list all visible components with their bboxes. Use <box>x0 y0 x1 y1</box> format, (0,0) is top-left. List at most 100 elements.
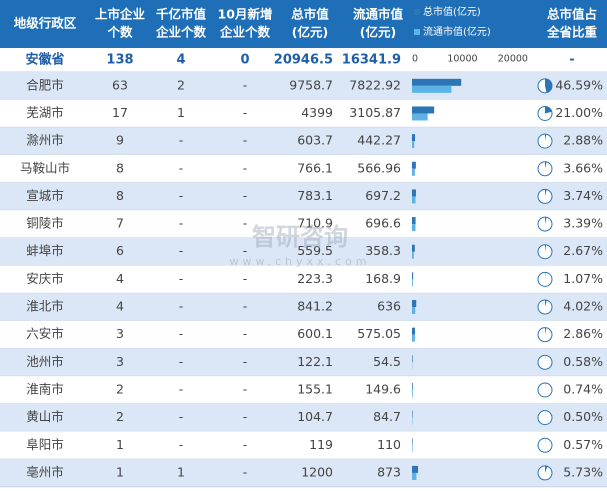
float-bar <box>412 472 417 480</box>
share-pie <box>545 161 547 169</box>
row-bg <box>0 431 607 460</box>
header-cell: 企业个数 <box>155 25 207 40</box>
new-cell: - <box>243 271 248 286</box>
total-cell: 122.1 <box>297 354 333 369</box>
trillion-cell: - <box>179 133 184 148</box>
total-bar <box>412 134 416 142</box>
share-pie <box>545 106 552 114</box>
header-cell: 上市企业 <box>95 7 146 22</box>
listed-cell: 2 <box>116 381 124 396</box>
legend-swatch <box>414 29 420 35</box>
float-cell: 696.6 <box>365 216 401 231</box>
row-bg <box>0 99 607 128</box>
share-pie <box>545 465 548 473</box>
total-cell: 119 <box>309 437 333 452</box>
new-cell: - <box>243 437 248 452</box>
share-cell: 3.66% <box>563 160 603 175</box>
listed-cell: 3 <box>116 354 124 369</box>
trillion-cell: 1 <box>177 464 185 479</box>
float-cell: 54.5 <box>373 354 401 369</box>
total-cell: 20946.5 <box>274 53 333 68</box>
header-cell: 流通市值 <box>353 7 404 22</box>
row-bg <box>0 48 607 72</box>
float-cell: 7822.92 <box>349 77 401 92</box>
new-cell: - <box>243 216 248 231</box>
float-cell: 110 <box>377 437 401 452</box>
region-cell: 安徽省 <box>25 52 64 68</box>
share-cell: 0.50% <box>563 409 603 424</box>
float-cell: 358.3 <box>365 243 401 258</box>
new-cell: - <box>243 243 248 258</box>
new-cell: - <box>243 381 248 396</box>
trillion-cell: 2 <box>177 77 185 92</box>
row-bg <box>0 293 607 321</box>
total-cell: 4399 <box>301 105 333 120</box>
float-bar <box>412 85 452 93</box>
axis-tick-label: 20000 <box>498 54 528 65</box>
share-cell: 2.67% <box>563 243 603 258</box>
header-cell: 总市值 <box>291 7 329 22</box>
total-cell: 1200 <box>301 464 333 479</box>
new-cell: - <box>243 105 248 120</box>
header-cell: 10月新增 <box>218 7 273 22</box>
trillion-cell: 1 <box>177 105 185 120</box>
share-pie <box>545 134 547 142</box>
total-cell: 104.7 <box>297 409 333 424</box>
total-bar <box>412 382 413 390</box>
total-cell: 710.9 <box>297 216 333 231</box>
listed-cell: 17 <box>112 105 128 120</box>
share-cell: 0.57% <box>563 437 603 452</box>
listed-cell: 8 <box>116 188 124 203</box>
new-cell: - <box>243 77 248 92</box>
trillion-cell: 4 <box>176 53 185 68</box>
region-cell: 池州市 <box>26 354 64 369</box>
total-bar <box>412 78 462 86</box>
trillion-cell: - <box>179 437 184 452</box>
new-cell: - <box>243 354 248 369</box>
total-cell: 155.1 <box>297 381 333 396</box>
trillion-cell: - <box>179 271 184 286</box>
header-cell: 千亿市值 <box>156 7 207 22</box>
region-cell: 马鞍山市 <box>20 160 70 175</box>
trillion-cell: - <box>179 216 184 231</box>
float-bar <box>412 196 416 204</box>
total-bar <box>412 438 413 446</box>
header-cell: 总市值占 <box>547 7 597 22</box>
region-cell: 亳州市 <box>26 464 64 479</box>
header-cell: (亿元) <box>360 25 396 40</box>
new-cell: 0 <box>240 53 249 68</box>
share-cell: 4.02% <box>563 299 603 314</box>
row-bg <box>0 182 607 211</box>
listed-cell: 8 <box>116 160 124 175</box>
total-bar <box>412 244 415 252</box>
float-cell: 3105.87 <box>349 105 401 120</box>
total-cell: 559.5 <box>297 243 333 258</box>
float-bar <box>412 307 416 315</box>
new-cell: - <box>243 299 248 314</box>
row-bg <box>0 320 607 349</box>
total-bar <box>412 410 413 418</box>
total-bar <box>412 217 416 225</box>
float-cell: 149.6 <box>365 381 401 396</box>
region-cell: 宣城市 <box>26 188 64 203</box>
trillion-cell: - <box>179 326 184 341</box>
float-cell: 575.05 <box>357 326 401 341</box>
total-cell: 841.2 <box>297 299 333 314</box>
region-cell: 蚌埠市 <box>26 243 64 258</box>
new-cell: - <box>243 326 248 341</box>
header-cell: 个数 <box>106 25 133 40</box>
share-cell: 21.00% <box>555 105 603 120</box>
total-bar <box>412 106 435 114</box>
listed-cell: 138 <box>106 53 133 68</box>
share-pie <box>545 217 547 225</box>
axis-tick-label: 10000 <box>447 54 477 65</box>
listed-cell: 63 <box>112 77 128 92</box>
listed-cell: 6 <box>116 243 124 258</box>
region-cell: 安庆市 <box>26 271 64 286</box>
row-bg <box>0 376 607 404</box>
region-cell: 淮北市 <box>26 299 64 314</box>
row-bg <box>0 154 607 183</box>
total-cell: 223.3 <box>297 271 333 286</box>
float-bar <box>412 224 416 232</box>
share-cell: 2.88% <box>563 133 603 148</box>
